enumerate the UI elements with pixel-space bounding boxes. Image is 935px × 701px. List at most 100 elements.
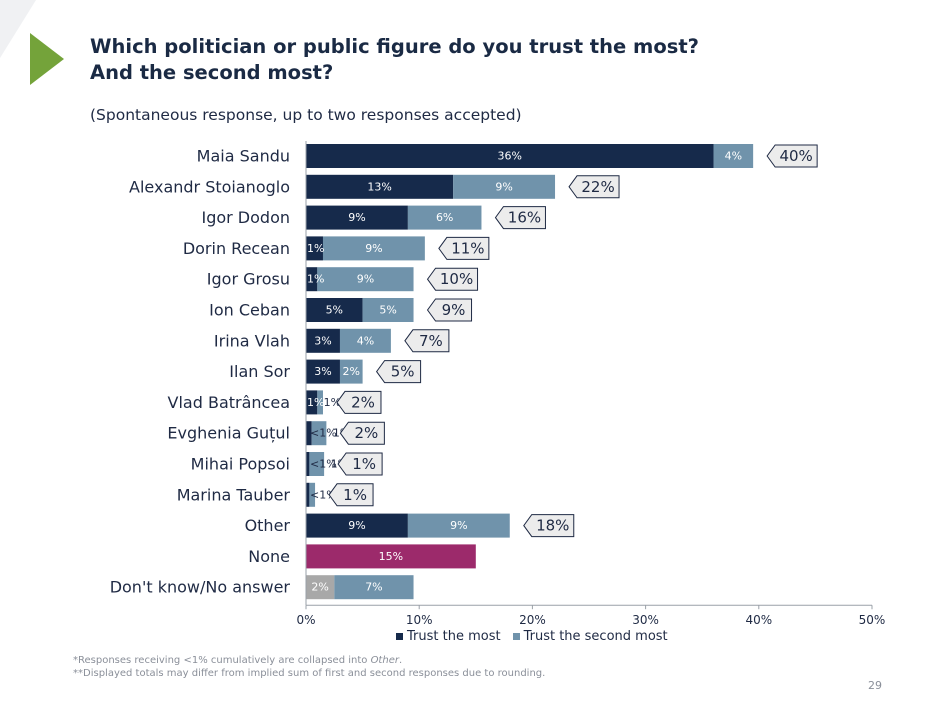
category-label-igor-dodon: Igor Dodon — [201, 208, 290, 227]
bar-chart: Maia Sandu 36% 4% 40% Alexandr Stoianoglo 13%… — [110, 141, 885, 627]
legend-label-trust-most: Trust the most — [407, 629, 501, 644]
bar-trust-most-maia-sandu — [306, 144, 714, 168]
data-label-trust-most-none: 15% — [379, 550, 403, 563]
footnote-1-prefix: *Responses receiving <1% cumulatively ar… — [73, 655, 371, 666]
data-label-trust-most-alexandr-stoianoglo: 13% — [367, 180, 391, 193]
total-callout-evghenia-gutul — [339, 421, 385, 445]
category-label-maia-sandu: Maia Sandu — [197, 147, 290, 166]
data-label-trust-second-maia-sandu: 4% — [725, 150, 742, 163]
x-tick-label: 30% — [632, 613, 659, 627]
legend-swatch-trust-most — [396, 633, 403, 640]
bar-trust-most-other — [306, 513, 408, 538]
category-label-ion-ceban: Ion Ceban — [209, 301, 290, 320]
total-label-maia-sandu: 40% — [779, 147, 812, 165]
category-label-none: None — [248, 547, 290, 566]
bar-trust-most-vlad-batrancea — [306, 390, 318, 415]
x-tick-label: 20% — [519, 613, 546, 627]
category-label-irina-vlah: Irina Vlah — [214, 331, 290, 350]
footnote-2: **Displayed totals may differ from impli… — [73, 668, 546, 679]
bar-trust-second-igor-dodon — [407, 205, 482, 230]
data-label-trust-second-dorin-recean: 9% — [365, 242, 382, 255]
bar-trust-second-other — [407, 513, 510, 538]
total-label-vlad-batrancea: 2% — [351, 393, 375, 411]
data-label-trust-most-marina-tauber: <1% — [310, 488, 337, 501]
subtitle: (Spontaneous response, up to two respons… — [90, 106, 522, 124]
data-label-trust-most-irina-vlah: 3% — [314, 334, 331, 347]
total-callout-igor-grosu — [426, 267, 479, 291]
legend-item-trust-second: Trust the second most — [512, 629, 668, 644]
data-label-trust-most-mihai-popsoi: <1% — [310, 458, 337, 471]
data-label-trust-second-other: 9% — [450, 519, 467, 532]
bar-trust-most-dorin-recean — [306, 236, 323, 261]
total-label-other: 18% — [536, 517, 569, 535]
total-callout-irina-vlah — [404, 329, 450, 353]
total-label-dorin-recean: 11% — [451, 239, 484, 257]
total-label-igor-dodon: 16% — [508, 209, 541, 227]
total-label-ilan-sor: 5% — [391, 363, 415, 381]
data-label-trust-second-igor-dodon: 6% — [436, 211, 453, 224]
category-label-vlad-batrancea: Vlad Batrâncea — [168, 393, 290, 412]
data-label-trust-second-ion-ceban: 5% — [379, 304, 396, 317]
bar-trust-most-evghenia-gutul — [306, 421, 312, 446]
data-label-trust-most-vlad-batrancea: 1% — [307, 396, 324, 409]
legend-swatch-trust-second — [512, 633, 520, 640]
page-title: Which politician or public figure do you… — [90, 34, 699, 86]
accent-arrow-shape — [30, 33, 64, 85]
total-callout-ion-ceban — [426, 298, 473, 322]
category-label-mihai-popsoi: Mihai Popsoi — [191, 455, 290, 474]
data-label-trust-second-don-t-know-no-answer: 7% — [365, 581, 382, 594]
footnote-1: *Responses receiving <1% cumulatively ar… — [73, 654, 545, 667]
footnote-1-emphasis: Other — [370, 655, 399, 666]
category-label-ilan-sor: Ilan Sor — [229, 362, 290, 381]
category-label-marina-tauber: Marina Tauber — [177, 485, 291, 504]
bar-trust-most-ion-ceban — [306, 298, 363, 322]
category-label-igor-grosu: Igor Grosu — [207, 270, 290, 289]
total-label-mihai-popsoi: 1% — [352, 455, 376, 473]
bar-trust-most-ilan-sor — [306, 359, 340, 384]
category-label-dorin-recean: Dorin Recean — [183, 239, 290, 258]
data-label-trust-second-irina-vlah: 4% — [357, 334, 374, 347]
data-label-trust-second-vlad-batrancea: 1% — [324, 396, 341, 409]
legend-label-trust-second: Trust the second most — [523, 629, 668, 644]
bar-trust-second-igor-grosu — [317, 267, 414, 292]
category-label-other: Other — [245, 516, 291, 535]
footnote-1-suffix: . — [398, 655, 403, 666]
bar-trust-most-irina-vlah — [306, 328, 340, 353]
accent-arrow-icon — [30, 33, 64, 85]
corner-decoration — [0, 0, 36, 58]
bar-trust-second-marina-tauber — [309, 482, 316, 507]
bar-trust-most-igor-grosu — [306, 267, 318, 292]
bar-trust-second-alexandr-stoianoglo — [453, 174, 556, 199]
total-label-evghenia-gutul: 2% — [354, 424, 378, 442]
bar-trust-most-igor-dodon — [306, 205, 408, 230]
data-label-trust-most-ion-ceban: 5% — [326, 304, 343, 317]
bar-trust-second-evghenia-gutul — [311, 421, 327, 446]
bar-trust-second-irina-vlah — [339, 328, 391, 353]
title-line-2: And the second most? — [90, 61, 334, 84]
bar-trust-second-ilan-sor — [339, 359, 363, 384]
footnotes: *Responses receiving <1% cumulatively ar… — [73, 654, 545, 680]
data-label-trust-most-other: 9% — [348, 519, 365, 532]
total-callout-mihai-popsoi — [337, 452, 383, 476]
x-tick-label: 10% — [406, 613, 433, 627]
total-label-ion-ceban: 9% — [442, 301, 466, 319]
data-label-trust-most-dorin-recean: 1% — [307, 242, 324, 255]
chart-legend: Trust the most Trust the second most — [396, 629, 668, 644]
data-label-trust-most-maia-sandu: 36% — [498, 150, 522, 163]
data-label-trust-most-ilan-sor: 3% — [314, 365, 331, 378]
bar-trust-second-mihai-popsoi — [309, 452, 325, 476]
total-callout-igor-dodon — [494, 206, 546, 230]
data-label-trust-most-don-t-know-no-answer: 2% — [311, 581, 328, 594]
bar-trust-most-mihai-popsoi — [306, 452, 310, 476]
bar-trust-second-don-t-know-no-answer — [334, 575, 414, 600]
bar-trust-most-marina-tauber — [306, 482, 310, 507]
x-tick-label: 40% — [745, 613, 772, 627]
data-label-trust-second-igor-grosu: 9% — [357, 273, 374, 286]
total-callout-ilan-sor — [375, 360, 422, 384]
x-tick-label: 0% — [296, 613, 315, 627]
bar-trust-second-ion-ceban — [362, 298, 414, 322]
bar-trust-most-don-t-know-no-answer — [306, 575, 335, 600]
bar-trust-most-none — [306, 544, 476, 569]
total-callout-alexandr-stoianoglo — [568, 175, 620, 199]
bar-trust-second-vlad-batrancea — [317, 390, 323, 415]
